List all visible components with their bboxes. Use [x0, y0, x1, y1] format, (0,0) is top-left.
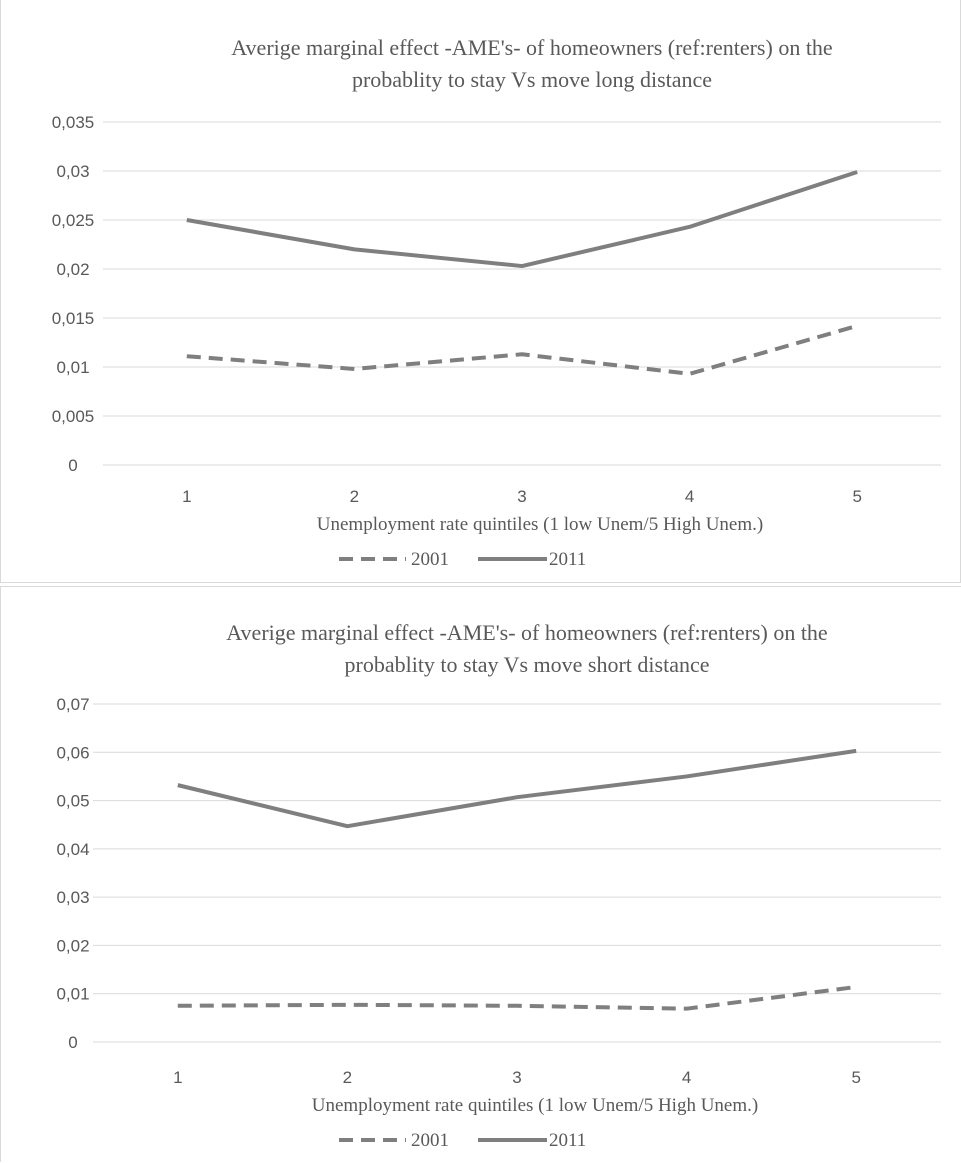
- x-axis-label: Unemployment rate quintiles (1 low Unem/…: [312, 1095, 758, 1116]
- series-line-2011: [187, 172, 857, 266]
- y-tick-label: 0,04: [56, 840, 89, 859]
- chart-title-line: Averige marginal effect -AME's- of homeo…: [231, 35, 832, 60]
- chart-title-line: probablity to stay Vs move short distanc…: [345, 652, 710, 677]
- line-chart-short-distance: Averige marginal effect -AME's- of homeo…: [1, 587, 961, 1163]
- x-tick-label: 3: [512, 1068, 521, 1087]
- y-tick-label: 0,03: [56, 162, 89, 181]
- chart-panel-long-distance: Averige marginal effect -AME's- of homeo…: [0, 0, 961, 583]
- y-tick-label: 0,035: [52, 113, 95, 132]
- x-tick-label: 4: [685, 487, 694, 506]
- chart-title-line: Averige marginal effect -AME's- of homeo…: [226, 620, 827, 645]
- x-tick-label: 2: [350, 487, 359, 506]
- legend-label-2001: 2001: [411, 549, 449, 570]
- y-tick-label: 0,07: [56, 695, 89, 714]
- y-tick-label: 0,06: [56, 743, 89, 762]
- chart-panel-short-distance: Averige marginal effect -AME's- of homeo…: [0, 586, 961, 1162]
- y-tick-label: 0,015: [52, 309, 95, 328]
- y-tick-label: 0: [68, 1033, 77, 1052]
- y-tick-label: 0,03: [56, 888, 89, 907]
- legend-label-2011: 2011: [549, 549, 586, 570]
- legend-label-2001: 2001: [411, 1130, 449, 1151]
- series-line-2011: [178, 751, 856, 826]
- y-tick-label: 0,01: [56, 985, 89, 1004]
- x-tick-label: 1: [173, 1068, 182, 1087]
- y-tick-label: 0,01: [56, 358, 89, 377]
- y-tick-label: 0,005: [52, 407, 95, 426]
- x-tick-label: 1: [182, 487, 191, 506]
- y-tick-label: 0,05: [56, 792, 89, 811]
- series-line-2001: [178, 987, 856, 1009]
- y-tick-label: 0,02: [56, 936, 89, 955]
- y-tick-label: 0,025: [52, 211, 95, 230]
- x-tick-label: 5: [852, 487, 861, 506]
- legend-label-2011: 2011: [549, 1130, 586, 1151]
- x-tick-label: 2: [343, 1068, 352, 1087]
- line-chart-long-distance: Averige marginal effect -AME's- of homeo…: [1, 0, 961, 583]
- y-tick-label: 0: [68, 456, 77, 475]
- x-tick-label: 4: [682, 1068, 691, 1087]
- x-tick-label: 5: [851, 1068, 860, 1087]
- chart-title-line: probablity to stay Vs move long distance: [352, 67, 712, 92]
- x-tick-label: 3: [517, 487, 526, 506]
- y-tick-label: 0,02: [56, 260, 89, 279]
- x-axis-label: Unemployment rate quintiles (1 low Unem/…: [317, 514, 763, 535]
